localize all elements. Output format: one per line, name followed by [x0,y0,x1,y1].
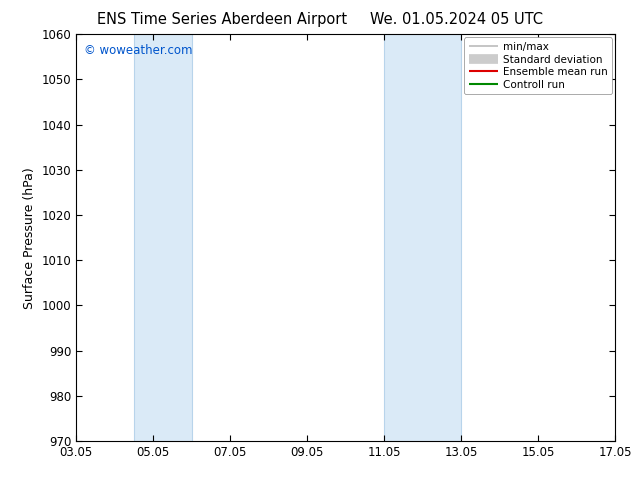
Text: © woweather.com: © woweather.com [84,45,193,57]
Text: We. 01.05.2024 05 UTC: We. 01.05.2024 05 UTC [370,12,543,27]
Text: ENS Time Series Aberdeen Airport: ENS Time Series Aberdeen Airport [97,12,347,27]
Bar [384,34,461,441]
Legend: min/max, Standard deviation, Ensemble mean run, Controll run: min/max, Standard deviation, Ensemble me… [464,37,612,95]
Bar [134,34,191,441]
Y-axis label: Surface Pressure (hPa): Surface Pressure (hPa) [23,167,36,309]
